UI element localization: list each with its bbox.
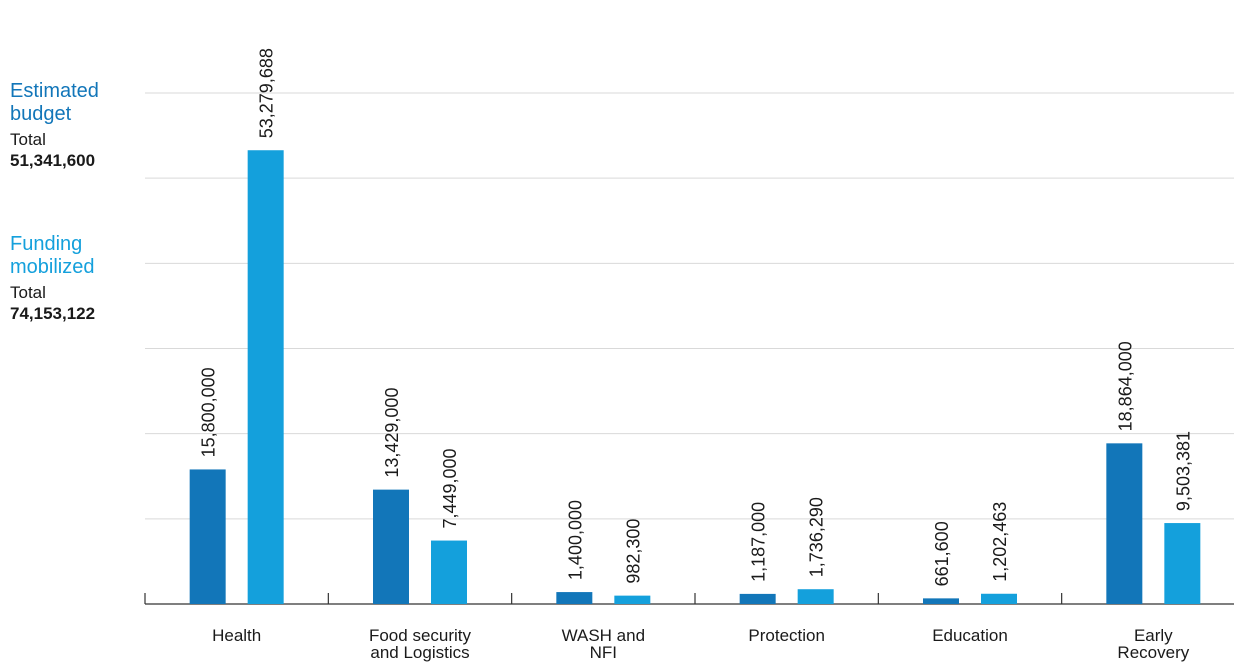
- bar-funding-2: [614, 595, 651, 604]
- legend-estimated-budget: Estimated budget Total 51,341,600: [10, 80, 140, 171]
- value-label: 982,300: [623, 519, 643, 584]
- legend-estimated-total-value: 51,341,600: [10, 151, 96, 170]
- category-label-line: Food security: [369, 626, 472, 645]
- value-label: 53,279,688: [257, 48, 277, 138]
- gridlines: [145, 92, 1234, 520]
- value-label: 1,202,463: [990, 502, 1010, 582]
- bar-funding-5: [1164, 523, 1201, 604]
- bar-funding-3: [797, 589, 834, 604]
- category-label-line: Early: [1134, 626, 1173, 645]
- legend-estimated-name-line2: budget: [10, 103, 72, 125]
- value-label: 1,736,290: [807, 497, 827, 577]
- bar-estimated-4: [923, 598, 959, 604]
- bar-estimated-1: [373, 489, 409, 604]
- category-label: Food security and Logistics: [369, 626, 472, 662]
- value-label: 15,800,000: [199, 367, 219, 457]
- category-label-line: WASH and: [562, 626, 645, 645]
- bar-funding-1: [431, 540, 467, 604]
- category-label-line: NFI: [590, 643, 617, 662]
- value-label: 661,600: [932, 521, 952, 586]
- value-labels: 15,800,000 53,279,688 13,429,000 7,449,000 1…: [199, 48, 1194, 586]
- category-label: Early Recovery: [1117, 626, 1189, 662]
- value-label: 18,864,000: [1115, 341, 1135, 431]
- bar-funding-4: [981, 593, 1017, 604]
- category-label-line: Health: [212, 626, 261, 645]
- legend-estimated-total-label: Total: [10, 130, 46, 149]
- legend-funding-mobilized: Funding mobilized Total 74,153,122: [10, 233, 140, 324]
- bar-estimated-3: [739, 593, 776, 604]
- category-label: WASH and NFI: [562, 626, 645, 662]
- x-axis: [144, 593, 1234, 605]
- legend-funding-total-value: 74,153,122: [10, 304, 96, 323]
- category-label: Protection: [748, 626, 825, 645]
- category-labels: Health Food security and Logistics WASH and…: [212, 626, 1190, 662]
- legend-estimated-name-line1: Estimated: [10, 80, 99, 102]
- category-label: Health: [212, 626, 261, 645]
- category-label-line: Education: [932, 626, 1008, 645]
- category-label-line: Protection: [748, 626, 825, 645]
- value-label: 1,187,000: [749, 502, 769, 582]
- category-label-line: and Logistics: [370, 643, 469, 662]
- bar-estimated-2: [556, 592, 593, 604]
- bar-funding-0: [247, 150, 284, 604]
- bars: [189, 150, 1201, 604]
- value-label: 7,449,000: [440, 448, 460, 528]
- bar-estimated-0: [189, 469, 226, 604]
- legend-funding-name-line1: Funding: [10, 233, 83, 255]
- value-label: 9,503,381: [1173, 431, 1193, 511]
- value-label: 13,429,000: [382, 388, 402, 478]
- category-label: Education: [932, 626, 1008, 645]
- bar-estimated-5: [1106, 443, 1143, 604]
- value-label: 1,400,000: [565, 500, 585, 580]
- legend-funding-total-label: Total: [10, 283, 46, 302]
- category-label-line: Recovery: [1117, 643, 1189, 662]
- legend-funding-name-line2: mobilized: [10, 256, 95, 278]
